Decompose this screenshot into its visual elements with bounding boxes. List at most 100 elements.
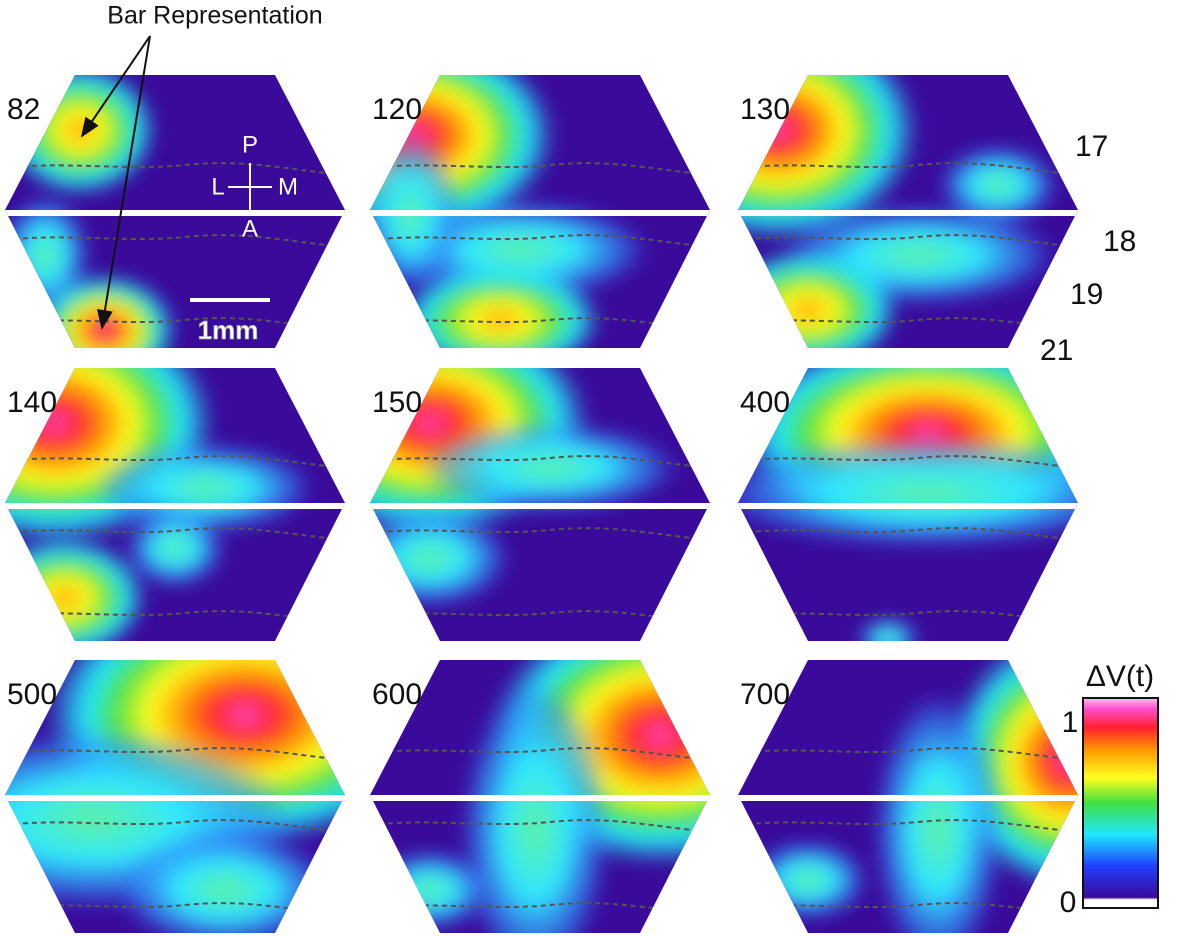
area-border (5, 234, 345, 248)
panel-label: 150 (372, 386, 422, 419)
area-border (370, 317, 710, 331)
posterior-label: P (242, 131, 258, 158)
area-border (370, 162, 710, 176)
activity (5, 75, 175, 348)
activity (370, 75, 650, 348)
hex-notch (370, 503, 710, 509)
hex-notch (5, 795, 345, 801)
area-border (370, 455, 710, 469)
activity-blob (5, 75, 155, 195)
arrow (80, 35, 151, 138)
area-border (370, 527, 710, 541)
orientation: P L M A (211, 131, 298, 242)
hex-notch (370, 795, 710, 801)
hex-notch (738, 210, 1078, 216)
area-border (370, 610, 710, 624)
hex-notch (738, 795, 1078, 801)
area-border (5, 819, 345, 833)
area-border (738, 527, 1078, 541)
area-border (5, 455, 345, 469)
hex-notch (370, 210, 710, 216)
hex-notch (5, 210, 345, 216)
scale-label: 1mm (198, 315, 259, 345)
heatmap-panel: 82 (5, 75, 345, 348)
medial-label: M (278, 173, 298, 200)
heatmap (370, 75, 710, 348)
hex-notch (738, 503, 1078, 509)
heatmap (5, 660, 345, 933)
annotation: Bar Representation (107, 2, 322, 30)
heatmap (370, 368, 710, 641)
area-border (738, 902, 1078, 916)
colorbar-title: ΔV(t) (1086, 660, 1154, 693)
panel-label: 120 (372, 93, 422, 126)
area-border (5, 162, 345, 176)
panel-label: 130 (740, 93, 790, 126)
area-label: 21 (1040, 334, 1073, 367)
heatmap (5, 368, 345, 641)
area-border (370, 234, 710, 248)
colorbar-max: 1 (1062, 706, 1079, 739)
heatmap-panel: 120 (370, 75, 710, 348)
heatmap (370, 660, 710, 933)
heatmap (738, 75, 1078, 348)
activity-blob (738, 250, 898, 348)
area-label: 17 (1075, 130, 1108, 163)
heatmap (5, 75, 345, 348)
anterior-label: A (242, 215, 258, 242)
panel-label: 82 (7, 93, 40, 126)
activity-blob (400, 265, 600, 348)
panels: 82 120 130 140 150 400 500 600 700 (5, 75, 1078, 933)
activity-blob (370, 850, 490, 930)
activity-blob (873, 690, 1003, 933)
heatmap-panel: 130 (738, 75, 1078, 348)
activity-blob (460, 680, 610, 933)
area-border (738, 455, 1078, 469)
area-border (738, 234, 1078, 248)
area-border (5, 902, 345, 916)
area-border (738, 747, 1078, 761)
colorbar-min: 0 (1060, 886, 1077, 919)
panel-label: 400 (740, 386, 790, 419)
activity-blob (370, 75, 555, 235)
panel-label: 600 (372, 678, 422, 711)
hex-notch (5, 503, 345, 509)
lateral-label: L (211, 173, 224, 200)
arrow (97, 35, 151, 330)
activity-blob (370, 508, 510, 608)
area-border (738, 610, 1078, 624)
activity-blob (738, 438, 1078, 548)
area-border (370, 747, 710, 761)
heatmap-panel: 400 (738, 368, 1078, 641)
activity (5, 660, 345, 933)
area-border (370, 902, 710, 916)
activity-blob (125, 508, 225, 588)
heatmap-panel: 600 (370, 660, 710, 933)
area-border (5, 317, 345, 331)
area-border (370, 819, 710, 833)
panel-label: 140 (7, 386, 57, 419)
heatmap-panel: 500 (5, 660, 345, 933)
area-border (5, 747, 345, 761)
panel-label: 700 (740, 678, 790, 711)
area-border (738, 317, 1078, 331)
colorbar: ΔV(t) 1 0 (1060, 660, 1159, 919)
activity-blob (420, 423, 680, 513)
activity-blob (938, 145, 1058, 225)
panel-label: 500 (7, 678, 57, 711)
area-border (738, 819, 1078, 833)
area-border (738, 162, 1078, 176)
heatmap (738, 368, 1078, 641)
activity-blob (115, 830, 335, 933)
area-border (5, 527, 345, 541)
heatmap-panel: 140 (5, 368, 345, 641)
activity-blob (748, 840, 868, 920)
area-label: 19 (1070, 278, 1103, 311)
activity-blob (35, 275, 175, 348)
area-border (5, 610, 345, 624)
heatmap-panel: 150 (370, 368, 710, 641)
activity-blob (858, 618, 918, 641)
area-label: 18 (1103, 225, 1136, 258)
activity-blob (95, 443, 315, 533)
